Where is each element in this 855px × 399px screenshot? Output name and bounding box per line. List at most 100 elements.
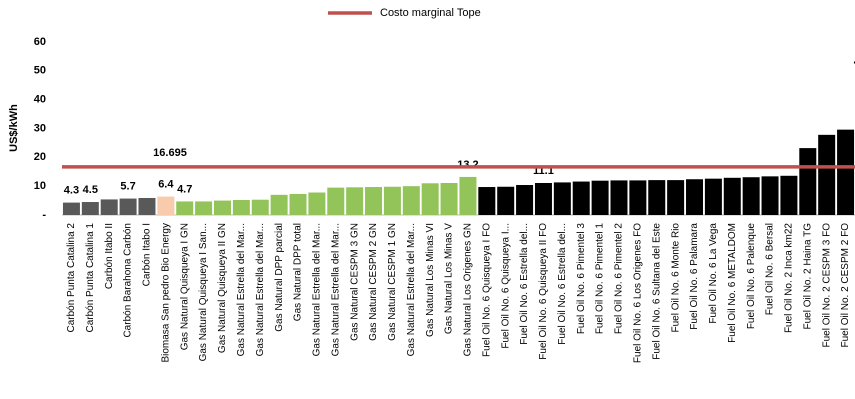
x-tick-label: Fuel Oil No. 6 Quisqueya I... — [500, 223, 511, 349]
x-tick-label: Fuel Oil No. 6 Pimentel 3 — [576, 223, 587, 335]
x-tick-label: Carbón Punta Catalina 2 — [66, 223, 77, 333]
y-tick-label: 10 — [34, 180, 46, 192]
x-tick-label: Fuel Oil No. 2 Inca km22 — [784, 223, 795, 333]
data-label: 5.7 — [120, 180, 135, 192]
x-tick-label: Fuel Oil No. 6 Estrella del... — [519, 223, 530, 345]
data-label: 4.3 — [64, 185, 79, 197]
bar — [232, 200, 250, 215]
x-tick-label: Fuel Oil No. 6 METALDOM — [727, 223, 738, 343]
bar — [572, 181, 590, 215]
y-tick-label: 20 — [34, 151, 46, 163]
x-tick-label: Gas Natural CESPM 1 GN — [387, 223, 398, 341]
bar — [62, 202, 80, 215]
x-tick-label: Gas Natural Quisqueya I GN — [179, 223, 190, 350]
x-tick-label: Fuel Oil No. 6 Palenque — [746, 223, 757, 330]
bar — [591, 180, 609, 215]
bar — [138, 197, 156, 215]
x-tick-label: Gas Natural CESPM 2 GN — [368, 223, 379, 341]
x-tick-label: Fuel Oil No. 6 Los Origenes FO — [633, 223, 644, 363]
y-tick-label: 40 — [34, 94, 46, 106]
x-tick-label: Gas Natural Los Origenes GN — [463, 223, 474, 356]
data-label: 4.5 — [83, 184, 98, 196]
bar — [629, 180, 647, 215]
x-tick-label: Fuel Oil No. 6 Sultana del Este — [651, 223, 662, 360]
x-tick-label: Gas Natural CESPM 3 GN — [349, 223, 360, 341]
x-tick-label: Fuel Oil No. 6 Quisqueya II FO — [538, 223, 549, 360]
bar — [799, 148, 817, 215]
x-tick-label: Biomasa San pedro Bio Energy — [160, 223, 171, 363]
x-tick-label: Gas Natural Estrella del Mar... — [312, 223, 323, 356]
reference-label: 16.695 — [153, 147, 187, 159]
bar — [704, 178, 722, 215]
x-tick-label: Carbón Barahona Carbón — [123, 223, 134, 338]
bar — [553, 182, 571, 215]
legend-label: Costo marginal Tope — [380, 7, 481, 19]
data-label: 48.9 — [854, 56, 855, 68]
x-tick-label: Fuel Oil No. 6 Monte Rio — [670, 223, 681, 333]
x-tick-label: Gas Natural Quisqueya I San... — [198, 223, 209, 361]
bar — [459, 176, 477, 215]
y-tick-label: 50 — [34, 65, 46, 77]
x-tick-label: Fuel Oil No. 6 Pimentel 1 — [595, 223, 606, 335]
x-tick-label: Gas Natural DPP parcial — [274, 223, 285, 332]
x-tick-label: Gas Natural DPP total — [293, 223, 304, 321]
x-tick-label: Gas Natural Estrella del Mar... — [236, 223, 247, 356]
bar — [837, 129, 855, 215]
bar — [308, 192, 326, 215]
bar — [383, 186, 401, 215]
bar — [742, 177, 760, 215]
x-tick-label: Gas Natural Estrella del Mar... — [330, 223, 341, 356]
x-tick-label: Fuel Oil No. 2 Haina TG — [802, 223, 813, 330]
x-tick-label: Fuel Oil No. 6 La Vega — [708, 223, 719, 324]
x-tick-label: Fuel Oil No. 2 CESPM 3 FO — [821, 223, 832, 348]
y-tick-label: - — [42, 209, 46, 221]
x-tick-label: Fuel Oil No. 6 Quisqueya I FO — [481, 223, 492, 357]
bar — [818, 134, 836, 215]
x-tick-label: Gas Natural Quisqueya II GN — [217, 223, 228, 353]
bar — [497, 186, 515, 215]
x-tick-label: Fuel Oil No. 6 Estrella del... — [557, 223, 568, 345]
x-tick-label: Gas Natural Los Minas V — [444, 223, 455, 334]
data-label: 6.4 — [158, 178, 174, 190]
bar — [365, 187, 383, 215]
bar — [157, 196, 175, 215]
y-tick-label: 60 — [34, 36, 46, 48]
y-axis-label: US$/kWh — [8, 104, 20, 152]
bar — [780, 175, 798, 215]
bar — [402, 186, 420, 215]
x-tick-label: Fuel Oil No. 2 CESPM 2 FO — [840, 223, 851, 348]
bar — [176, 201, 194, 215]
bar — [289, 193, 307, 215]
bar — [478, 187, 496, 215]
bar — [270, 194, 288, 215]
bar — [119, 198, 137, 215]
bar — [667, 180, 685, 215]
bar — [723, 177, 741, 215]
x-tick-label: Gas Natural Estrella del Mar... — [406, 223, 417, 356]
x-tick-label: Carbón Itabo II — [104, 223, 115, 289]
bar — [346, 187, 364, 215]
bar — [610, 180, 628, 215]
data-label: 13.2 — [457, 159, 478, 171]
bar — [440, 182, 458, 215]
bar — [327, 187, 345, 215]
bar — [421, 183, 439, 215]
bar — [761, 176, 779, 215]
data-label: 4.7 — [177, 183, 192, 195]
bar — [251, 199, 269, 215]
bar — [516, 185, 534, 215]
bar — [213, 200, 231, 215]
bar — [195, 201, 213, 215]
x-tick-label: Fuel Oil No. 6 Bersal — [765, 223, 776, 315]
x-tick-label: Carbón Punta Catalina 1 — [85, 223, 96, 333]
bar — [648, 180, 666, 215]
bar — [100, 199, 118, 215]
x-tick-label: Gas Natural Los Minas VI — [425, 223, 436, 337]
x-tick-label: Carbón Itabo I — [142, 223, 153, 286]
y-tick-label: 30 — [34, 122, 46, 134]
bar — [534, 182, 552, 215]
bar — [686, 179, 704, 215]
bar — [81, 202, 99, 215]
x-tick-label: Fuel Oil No. 6 Palamara — [689, 223, 700, 330]
